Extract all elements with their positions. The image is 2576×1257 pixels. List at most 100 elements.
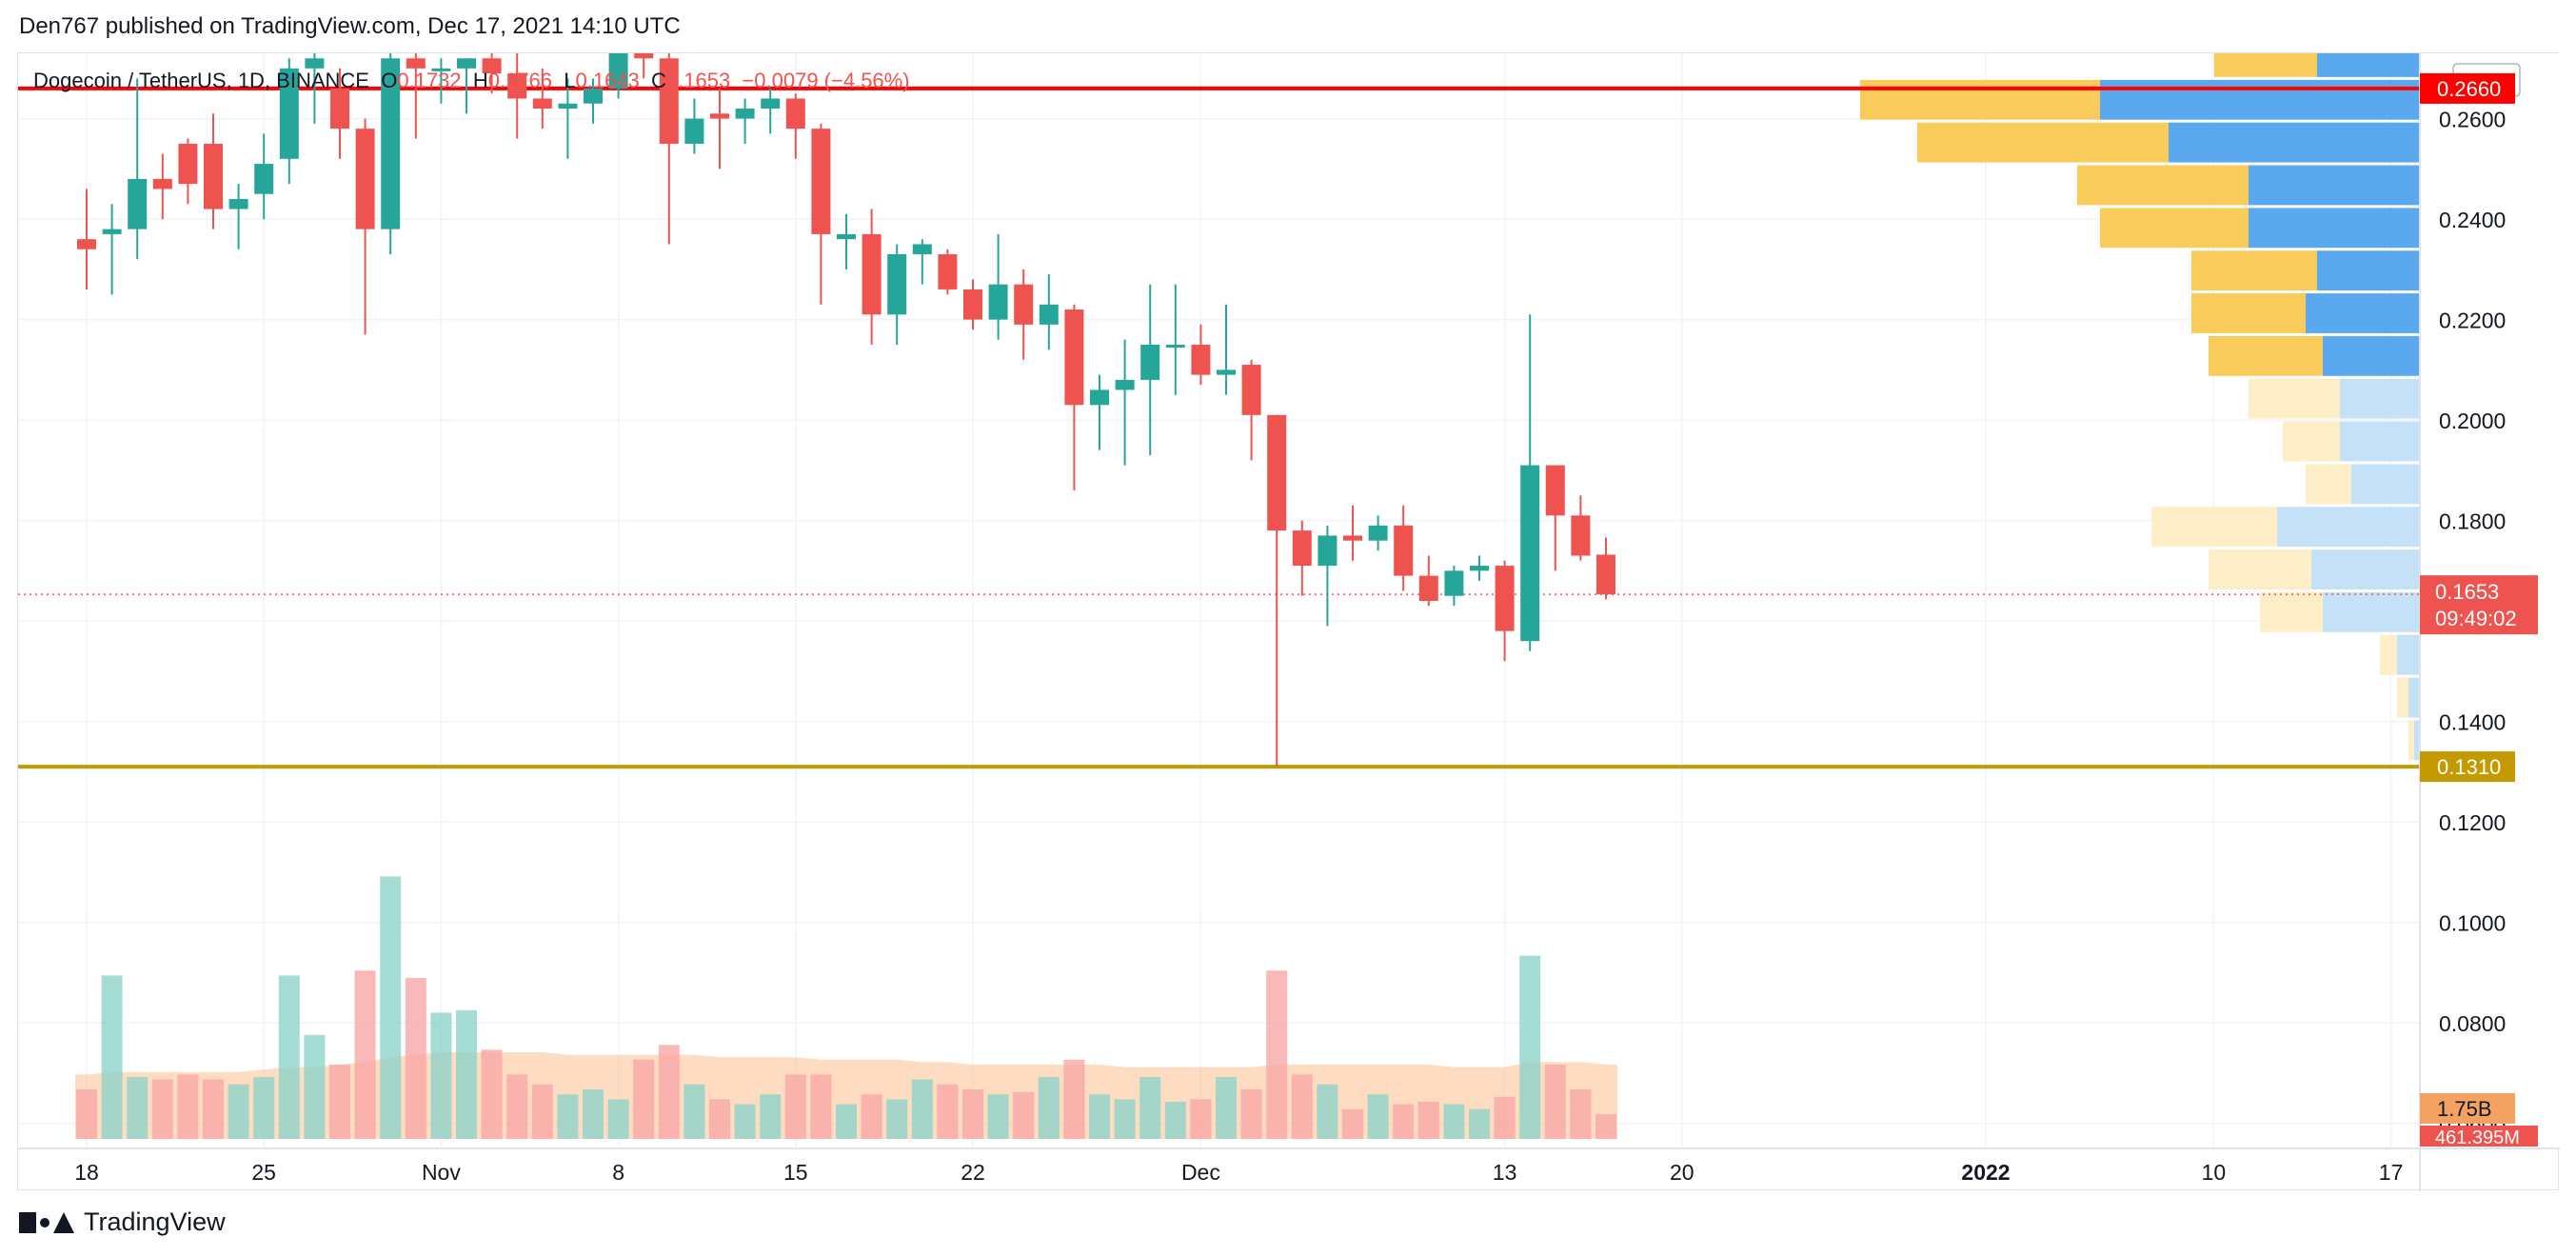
volume-bar — [456, 1009, 477, 1139]
volume-bar — [1063, 1059, 1085, 1139]
candle-body — [1140, 344, 1160, 380]
x-tick-label: 15 — [783, 1160, 808, 1185]
candle-body — [608, 53, 628, 89]
volume-bar — [405, 978, 426, 1139]
x-tick-label: Dec — [1181, 1160, 1220, 1185]
candle-body — [431, 68, 451, 71]
volume-bar — [354, 970, 376, 1139]
candle-body — [355, 129, 375, 229]
x-tick-label: 10 — [2202, 1160, 2227, 1185]
volume-profile-up — [2209, 335, 2323, 376]
candle-body — [1343, 535, 1362, 541]
candle-body — [406, 58, 426, 69]
volume-profile-up — [2260, 591, 2323, 632]
candle-body — [254, 164, 274, 194]
candle-body — [228, 198, 248, 210]
candle-body — [1394, 525, 1414, 576]
volume-profile-down — [2414, 720, 2420, 761]
volume-bar — [203, 1079, 224, 1139]
candle-body — [482, 58, 502, 74]
volume-value-label: 1.75B — [2437, 1097, 2492, 1121]
candle-body — [1191, 344, 1211, 375]
y-tick-label: 0.1000 — [2439, 911, 2506, 936]
volume-bar — [1164, 1102, 1186, 1139]
y-tick-label: 0.2600 — [2439, 108, 2506, 132]
volume-bar — [329, 1065, 350, 1139]
volume-bar — [1544, 1065, 1566, 1139]
volume-bar — [1089, 1094, 1110, 1139]
candle-body — [1090, 389, 1109, 406]
y-tick-label: 0.1800 — [2439, 509, 2506, 534]
volume-profile-up — [2408, 720, 2414, 761]
x-tick-label: 25 — [251, 1160, 276, 1185]
candle-body — [837, 233, 856, 240]
legend-change: −0.0079 (−4.56%) — [742, 69, 909, 92]
support-price-label: 0.1310 — [2437, 755, 2501, 779]
volume-bar — [1595, 1114, 1616, 1139]
volume-bar — [1469, 1108, 1490, 1139]
legend-symbol: Dogecoin / TetherUS, 1D, BINANCE — [33, 69, 381, 92]
volume-profile-down — [2100, 79, 2420, 120]
volume-profile-down — [2277, 507, 2420, 548]
volume-bar — [101, 975, 123, 1139]
candle-body — [634, 53, 654, 59]
volume-profile-down — [2317, 250, 2420, 291]
volume-profile-down — [2249, 165, 2420, 206]
volume-profile-down — [2169, 122, 2420, 163]
candle-body — [1039, 304, 1059, 325]
candle-body — [912, 244, 932, 255]
volume-profile-down — [2323, 591, 2420, 632]
legend-h-label: H — [473, 69, 488, 92]
x-tick-label: 17 — [2379, 1160, 2404, 1185]
candle-body — [659, 58, 679, 144]
tradingview-brand: TradingView — [84, 1207, 226, 1236]
volume-bar — [911, 1079, 933, 1139]
volume-bar — [1393, 1104, 1415, 1139]
volume-bar — [1038, 1077, 1060, 1139]
volume-bar — [987, 1094, 1009, 1139]
volume-bar — [481, 1049, 503, 1139]
tradingview-footer[interactable]: TradingView — [19, 1207, 226, 1237]
candle-body — [279, 68, 299, 159]
volume-profile-down — [2340, 378, 2420, 419]
candle-body — [330, 88, 349, 130]
candle-body — [558, 103, 578, 110]
volume-bar — [1317, 1084, 1338, 1139]
volume-bar — [430, 1012, 452, 1139]
candle-body — [862, 233, 882, 315]
volume-bar — [1417, 1102, 1439, 1139]
candle-body — [128, 178, 148, 229]
candle-body — [1571, 515, 1591, 556]
volume-bar — [380, 876, 402, 1139]
legend-c-value: 0.1653 — [666, 69, 743, 92]
volume-bar — [886, 1099, 908, 1139]
volume-bar — [583, 1089, 604, 1139]
volume-profile-up — [2191, 250, 2317, 291]
candle-body — [584, 88, 603, 104]
volume-bar — [1570, 1089, 1592, 1139]
legend-h-value: 0.1766 — [488, 69, 565, 92]
volume-bar — [127, 1077, 149, 1139]
x-tick-label: 18 — [74, 1160, 99, 1185]
candle-body — [1470, 566, 1489, 571]
y-tick-label: 0.1400 — [2439, 710, 2506, 735]
volume-bar — [684, 1084, 705, 1139]
resistance-price-label: 0.2660 — [2437, 77, 2501, 101]
volume-bar — [1367, 1094, 1389, 1139]
price-chart[interactable]: 0.26000.24000.22000.20000.18000.16000.14… — [18, 53, 2560, 1191]
volume-bar — [1519, 955, 1541, 1139]
resistance-price-badge — [2420, 72, 2515, 104]
candle-body — [887, 254, 907, 315]
candle-body — [1495, 566, 1515, 631]
candle-body — [1596, 554, 1615, 595]
volume-bar — [607, 1099, 629, 1139]
last-price-label: 0.1653 — [2435, 580, 2499, 604]
candle-body — [381, 58, 401, 229]
volume-bar — [836, 1104, 857, 1139]
candle-body — [761, 98, 781, 110]
volume-profile-up — [2380, 634, 2397, 675]
volume-bar — [506, 1074, 528, 1139]
volume-profile-up — [1860, 79, 2100, 120]
volume-profile-down — [2311, 549, 2420, 589]
candle-body — [457, 58, 476, 69]
